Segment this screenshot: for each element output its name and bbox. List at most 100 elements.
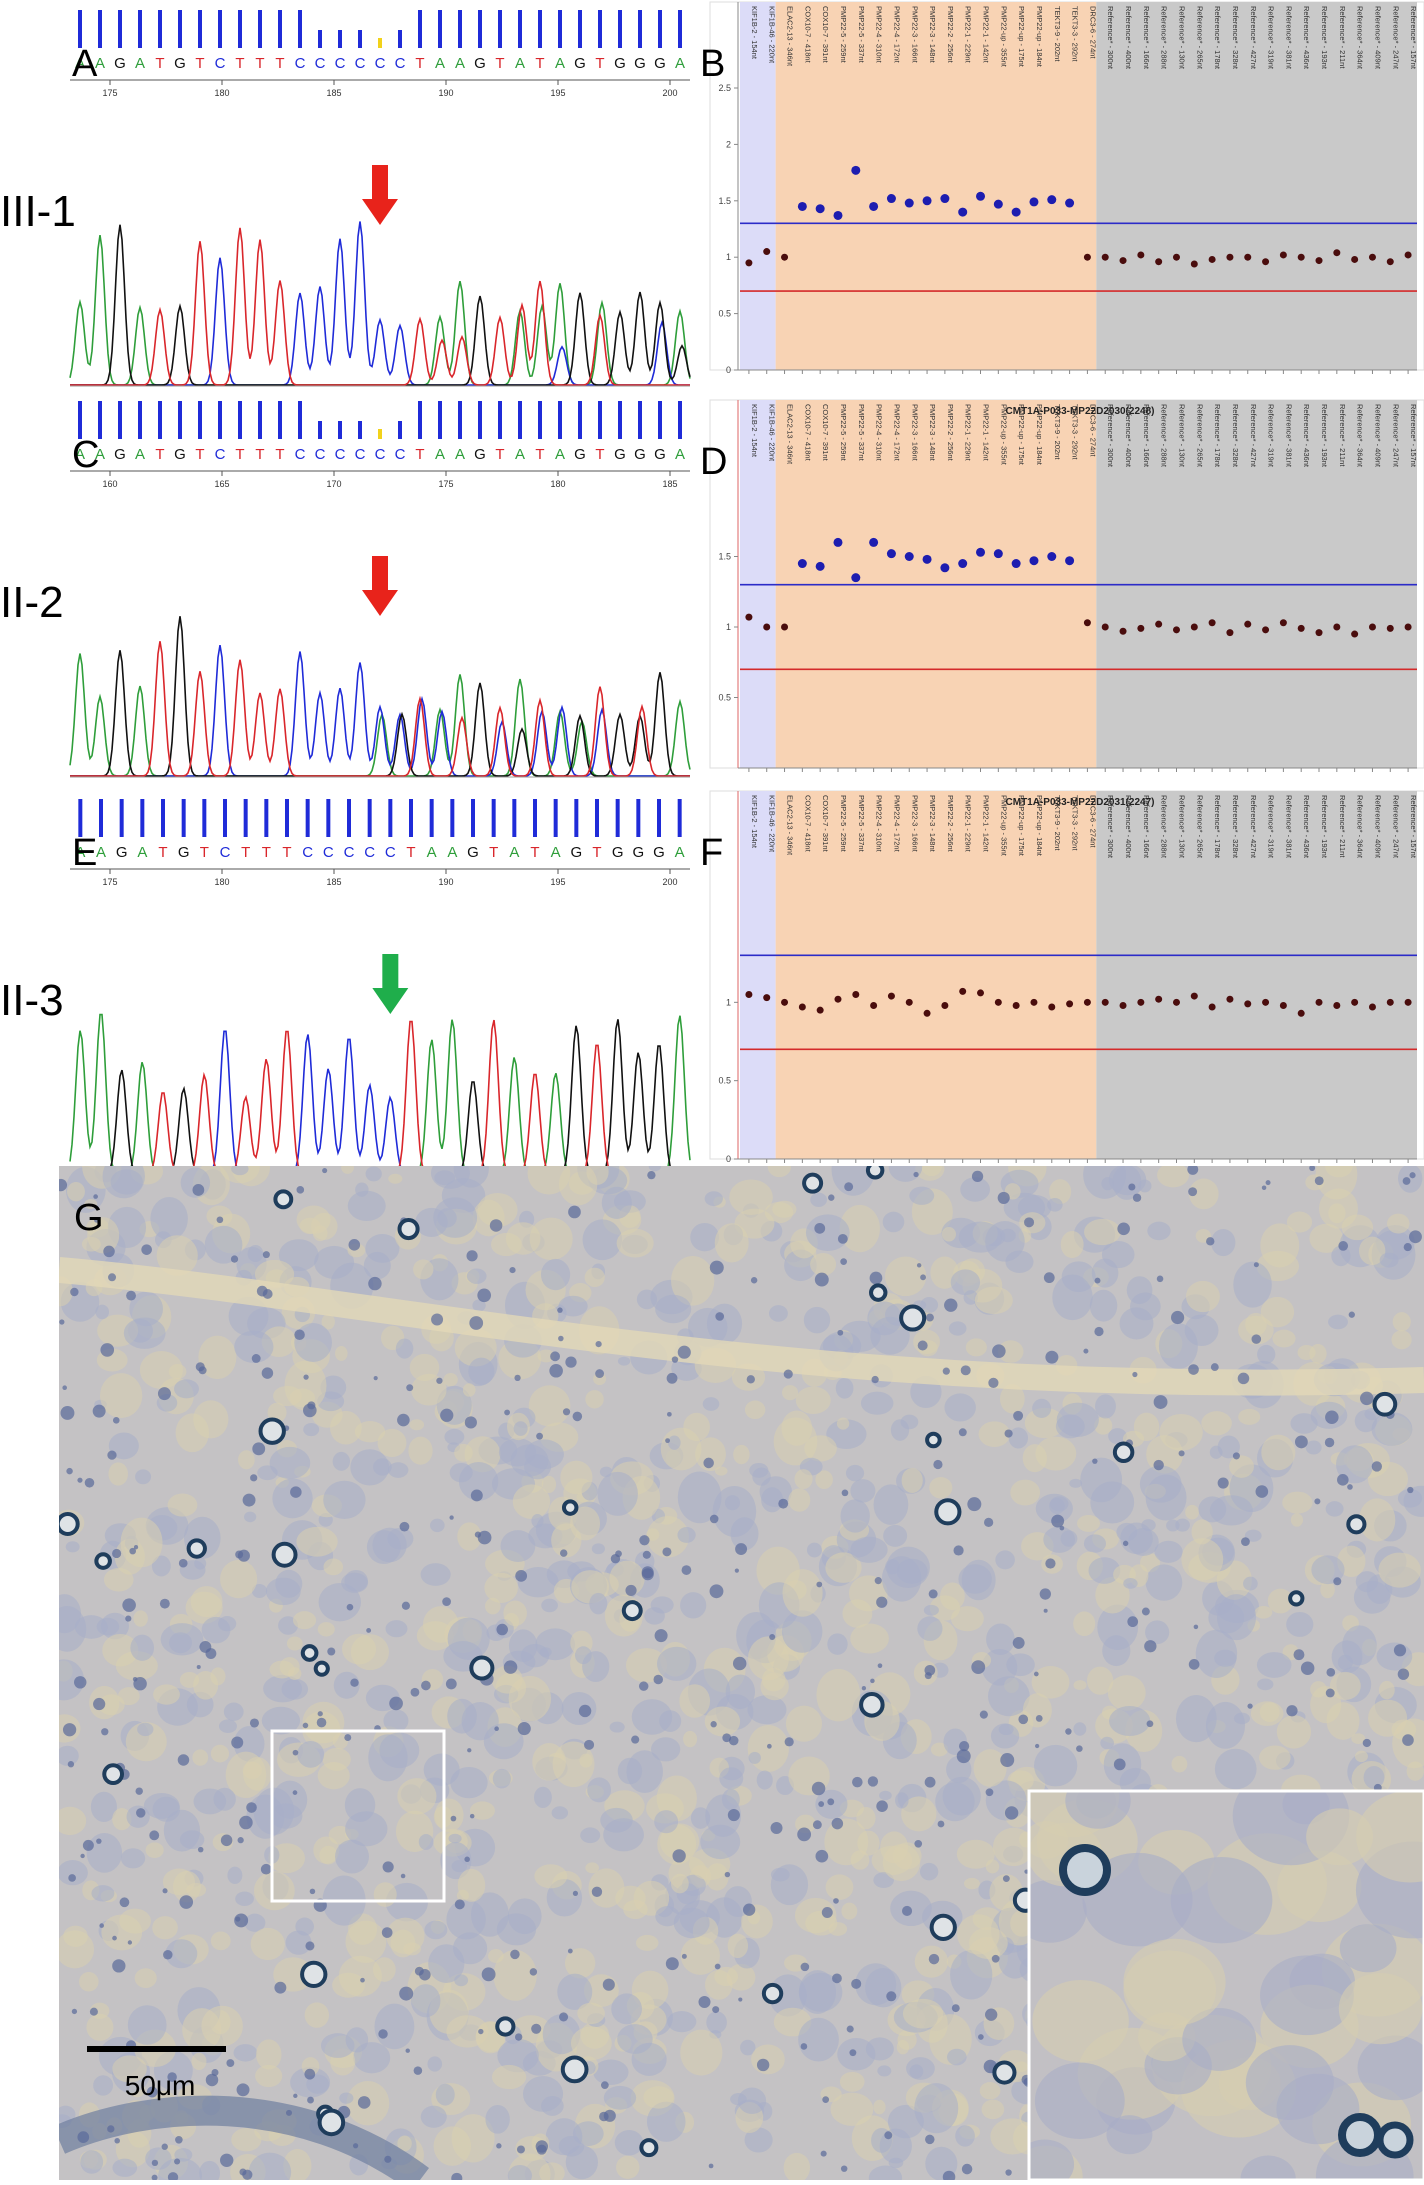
cell (914, 2083, 959, 2134)
cell (1328, 1314, 1348, 1330)
cell (1024, 1407, 1065, 1439)
cell (668, 1435, 681, 1450)
axon (220, 1834, 233, 1847)
ratio-point (781, 253, 789, 261)
cell (341, 1572, 369, 1593)
cell (108, 1432, 139, 1460)
cell (733, 1444, 750, 1465)
cell (997, 1340, 1024, 1363)
axon (1188, 1187, 1198, 1197)
axon (549, 1363, 563, 1378)
base-call: A (515, 55, 525, 72)
cell (1047, 1198, 1063, 1212)
cell (979, 2082, 1001, 2100)
axon (146, 2086, 158, 2098)
axon (466, 1250, 478, 1262)
base-call: T (535, 446, 544, 463)
axon (303, 1374, 309, 1380)
ratio-point (1029, 197, 1039, 207)
cell (712, 1485, 757, 1537)
axon (414, 1966, 424, 1976)
axon (1117, 1222, 1130, 1236)
cell (1195, 1629, 1238, 1678)
probe-label: DRC3-6 - 274nt (1088, 6, 1097, 59)
axon (1051, 1514, 1065, 1528)
cell (981, 2099, 1005, 2120)
cell (1006, 1653, 1035, 1677)
axon (1153, 1459, 1164, 1471)
myelinated-fiber (317, 2108, 346, 2137)
cell (223, 1702, 244, 1721)
probe-label: Reference* - 288nt (1160, 6, 1169, 70)
cell (59, 1745, 79, 1766)
probe-label: Reference* - 319nt (1267, 404, 1276, 468)
base-call: G (653, 844, 665, 861)
cell (507, 2164, 533, 2180)
axon (914, 1839, 923, 1848)
axon (1261, 1185, 1267, 1190)
cell (860, 1391, 894, 1415)
quality-bar (388, 799, 393, 837)
myelinated-fiber (802, 1172, 824, 1194)
base-call: C (215, 446, 226, 463)
axon (1187, 1166, 1199, 1175)
ratio-point (1279, 251, 1287, 259)
base-call: C (220, 844, 231, 861)
axon (924, 1776, 936, 1788)
myelinated-fiber (313, 1660, 330, 1677)
axon (179, 1895, 194, 1909)
cell (702, 1397, 720, 1411)
probe-label: COX10-7 - 418nt (803, 404, 812, 462)
axon (489, 1219, 503, 1232)
base-call: T (282, 844, 291, 861)
axon (560, 1549, 568, 1557)
cell (706, 1303, 743, 1344)
axon (1033, 1671, 1039, 1677)
panel-title: CMT1A-P033-MP22D2031(2247) (1006, 797, 1155, 808)
cell (873, 1484, 909, 1525)
quality-bar (458, 10, 462, 48)
axon (951, 2004, 960, 2013)
axon (603, 2109, 616, 2122)
cell (616, 2155, 640, 2179)
base-call: A (555, 446, 565, 463)
quality-bar (398, 421, 402, 439)
cell (795, 1814, 816, 1834)
ratio-point (1190, 623, 1198, 631)
cell (1126, 1276, 1153, 1305)
axon (239, 1815, 253, 1830)
axon (1132, 1193, 1142, 1202)
cell (781, 1410, 813, 1446)
ratio-point (1244, 1000, 1252, 1008)
axon (728, 1735, 739, 1746)
cell (496, 1913, 537, 1946)
cell (923, 1604, 939, 1616)
base-call: T (255, 446, 264, 463)
base-call: C (364, 844, 375, 861)
axon (93, 1697, 106, 1711)
cell (95, 1304, 110, 1320)
axon (1300, 1661, 1315, 1675)
cell (670, 1873, 689, 1894)
probe-label: Reference* - 427nt (1249, 404, 1258, 468)
cell (951, 1606, 984, 1632)
base-call: A (455, 446, 465, 463)
cell (958, 1564, 992, 1594)
cell (1245, 2045, 1334, 2121)
position-label: 170 (326, 479, 341, 489)
axon (450, 1815, 457, 1822)
axon (783, 1369, 793, 1379)
ratio-point (1137, 624, 1145, 632)
cell (1084, 1218, 1121, 1246)
cell (1032, 1398, 1052, 1418)
cell (1083, 1534, 1106, 1553)
ratio-point (1047, 195, 1057, 205)
axon (568, 1205, 581, 1219)
myelinated-fiber (639, 2138, 659, 2158)
cell (646, 2101, 686, 2142)
cell (145, 2147, 172, 2170)
probe-label: TEKT3-3 - 292nt (1071, 404, 1080, 460)
axon (1217, 1477, 1229, 1489)
ratio-point (1155, 620, 1163, 628)
cell (472, 1299, 486, 1312)
